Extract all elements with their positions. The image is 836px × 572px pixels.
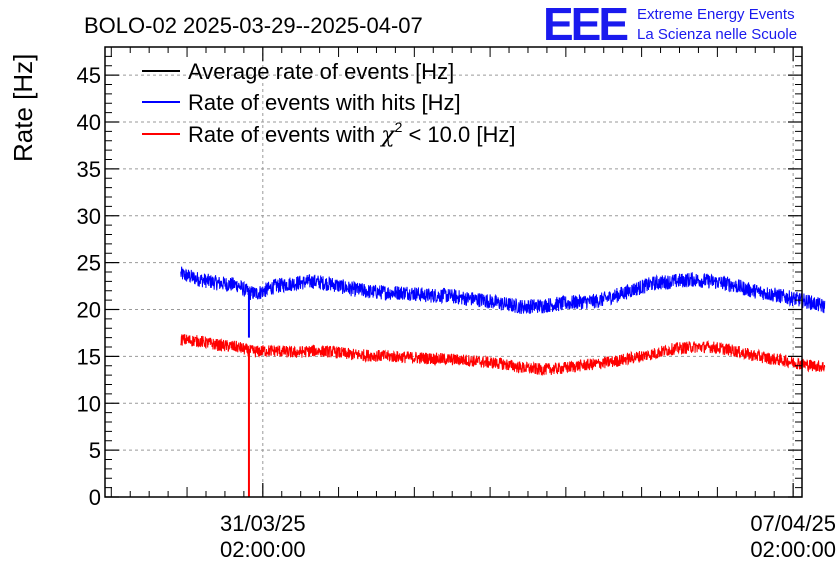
legend-label-red: Rate of events with χ2 < 10.0 [Hz] bbox=[188, 119, 515, 148]
logo-mark: EEE bbox=[543, 0, 627, 50]
logo-line1: Extreme Energy Events bbox=[637, 6, 795, 23]
x-tick-label-date: 07/04/25 bbox=[750, 511, 836, 536]
chart-title: BOLO-02 2025-03-29--2025-04-07 bbox=[84, 13, 423, 38]
series-line-chi2 bbox=[180, 334, 826, 376]
y-tick-label: 35 bbox=[77, 157, 101, 182]
y-tick-label: 25 bbox=[77, 251, 101, 276]
y-tick-label: 40 bbox=[77, 110, 101, 135]
y-tick-label: 15 bbox=[77, 344, 101, 369]
y-axis: 0 5 10 15 20 25 30 35 40 45 bbox=[77, 55, 802, 510]
x-tick-label-time: 02:00:00 bbox=[750, 537, 836, 562]
legend-label-blue: Rate of events with hits [Hz] bbox=[188, 90, 461, 115]
x-tick-label-date: 31/03/25 bbox=[220, 511, 306, 536]
y-axis-label: Rate [Hz] bbox=[8, 54, 38, 162]
y-tick-label: 45 bbox=[77, 63, 101, 88]
series-line-hits bbox=[180, 266, 826, 315]
logo-line2: La Scienza nelle Scuole bbox=[637, 26, 797, 43]
legend-red-sup: 2 bbox=[395, 119, 403, 135]
y-tick-label: 30 bbox=[77, 204, 101, 229]
legend: Average rate of events [Hz] Rate of even… bbox=[142, 59, 515, 148]
y-tick-label: 20 bbox=[77, 298, 101, 323]
legend-red-suffix: < 10.0 [Hz] bbox=[402, 122, 515, 147]
y-tick-label: 5 bbox=[89, 438, 101, 463]
chart-grid bbox=[105, 47, 802, 497]
legend-label-black: Average rate of events [Hz] bbox=[188, 59, 454, 84]
y-tick-label: 10 bbox=[77, 391, 101, 416]
legend-red-prefix: Rate of events with bbox=[188, 122, 381, 147]
x-tick-label-time: 02:00:00 bbox=[220, 537, 306, 562]
series-layer bbox=[180, 266, 826, 497]
y-tick-label: 0 bbox=[89, 485, 101, 510]
eee-logo: EEE Extreme Energy Events La Scienza nel… bbox=[543, 0, 797, 50]
legend-red-chi: χ bbox=[379, 123, 396, 148]
